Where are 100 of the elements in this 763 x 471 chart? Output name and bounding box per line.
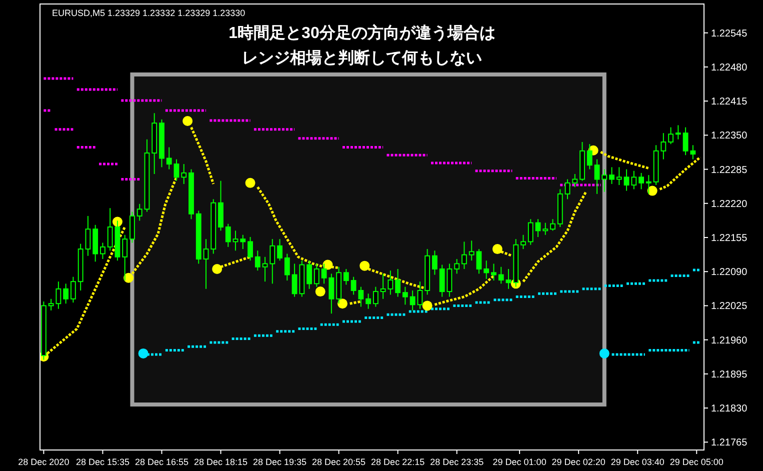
point (112, 216, 122, 227)
point (212, 264, 222, 274)
y-tick-label: 1.22025 (711, 301, 748, 312)
x-tick-label: 29 Dec 05:00 (670, 457, 724, 467)
candlestick (535, 218, 541, 238)
candlestick (306, 260, 312, 290)
candlestick (602, 168, 608, 192)
annotation: EURUSD,M5 1.23329 1.23332 1.23329 1.23330 (52, 8, 246, 18)
candlestick (292, 263, 298, 298)
point (647, 186, 658, 196)
x-tick-label: 28 Dec 23:35 (430, 457, 484, 467)
candlestick (520, 234, 526, 250)
candlestick (594, 158, 600, 194)
y-tick-label: 1.22285 (711, 164, 748, 176)
candlestick (542, 222, 548, 236)
y-tick-label: 1.22350 (711, 130, 748, 142)
point (422, 300, 432, 311)
line-series (599, 150, 650, 170)
candlestick (638, 172, 644, 190)
candlestick (468, 240, 474, 262)
x-tick-label: 29 Dec 01:00 (492, 457, 546, 467)
candlestick (366, 293, 372, 310)
point (360, 260, 370, 271)
y-tick-label: 1.22480 (711, 62, 748, 74)
candlestick (314, 263, 320, 288)
candlestick (181, 164, 187, 184)
candlestick (254, 250, 260, 272)
candlestick (668, 126, 674, 145)
candlestick (262, 256, 268, 282)
point (322, 260, 333, 270)
candlestick (564, 178, 570, 200)
line-series (190, 126, 215, 186)
candlestick (528, 218, 534, 246)
candlestick (130, 211, 135, 244)
candlestick (284, 253, 290, 282)
candlestick (631, 170, 637, 190)
candlestick (402, 286, 408, 306)
text: 1時間足と30分足の方向が違う場合は (228, 23, 496, 42)
candlestick (550, 218, 556, 232)
y-tick-label: 1.21765 (711, 438, 748, 449)
y-tick-label: 1.22415 (711, 96, 748, 108)
line-series (658, 156, 702, 190)
candlestick (439, 264, 445, 298)
y-tick-label: 1.21895 (711, 369, 748, 380)
x-tick-label: 28 Dec 18:15 (194, 457, 248, 467)
candlestick (63, 283, 69, 304)
x-tick-label: 28 Dec 20:55 (312, 457, 366, 467)
x-tick-label: 28 Dec 2020 (18, 457, 70, 467)
candlestick (454, 258, 460, 274)
point (492, 244, 502, 254)
point (337, 298, 348, 309)
candlestick (432, 250, 438, 276)
x-tick-label: 28 Dec 22:15 (371, 457, 425, 467)
candlestick (136, 203, 142, 222)
point (138, 348, 148, 358)
text: レンジ相場と判断して何もしない (242, 49, 482, 67)
point (182, 116, 193, 126)
line-series (522, 190, 588, 283)
y-tick-label: 1.22545 (711, 28, 748, 40)
candlestick (446, 263, 452, 298)
candlestick (343, 268, 349, 286)
candlestick (491, 263, 496, 282)
candlestick (166, 146, 172, 170)
candlestick (225, 223, 231, 248)
candlestick (372, 286, 378, 308)
candlestick (484, 260, 490, 280)
candlestick (70, 276, 76, 304)
x-tick-label: 28 Dec 15:35 (76, 457, 130, 467)
candlestick (462, 241, 467, 270)
candlestick (203, 238, 209, 290)
x-tick-label: 28 Dec 16:55 (134, 457, 189, 467)
point (124, 272, 134, 283)
candlestick (506, 268, 512, 290)
candlestick (609, 166, 614, 184)
y-tick-label: 1.21960 (711, 335, 748, 346)
y-tick-label: 1.22090 (711, 267, 748, 278)
candlestick (646, 174, 652, 194)
candlestick (248, 236, 253, 262)
candlestick (174, 158, 180, 182)
candlestick (270, 238, 276, 284)
y-tick-label: 1.22220 (711, 198, 748, 210)
candlestick (100, 242, 106, 260)
candlestick (586, 144, 592, 170)
point (315, 286, 326, 297)
point (245, 178, 256, 188)
candlestick (107, 208, 113, 252)
candlestick (616, 166, 622, 186)
point (599, 348, 610, 358)
candlestick (624, 168, 630, 192)
candlestick (395, 268, 401, 298)
candlestick (240, 234, 246, 250)
candlestick (277, 238, 282, 262)
candlestick (232, 230, 238, 252)
x-tick-label: 29 Dec 02:20 (552, 457, 606, 467)
y-tick-label: 1.22155 (711, 232, 748, 244)
candlestick (476, 248, 482, 274)
candlestick (498, 266, 504, 284)
candlestick (122, 234, 128, 282)
x-tick-label: 29 Dec 03:40 (610, 457, 664, 467)
y-tick-label: 1.21830 (711, 404, 748, 415)
